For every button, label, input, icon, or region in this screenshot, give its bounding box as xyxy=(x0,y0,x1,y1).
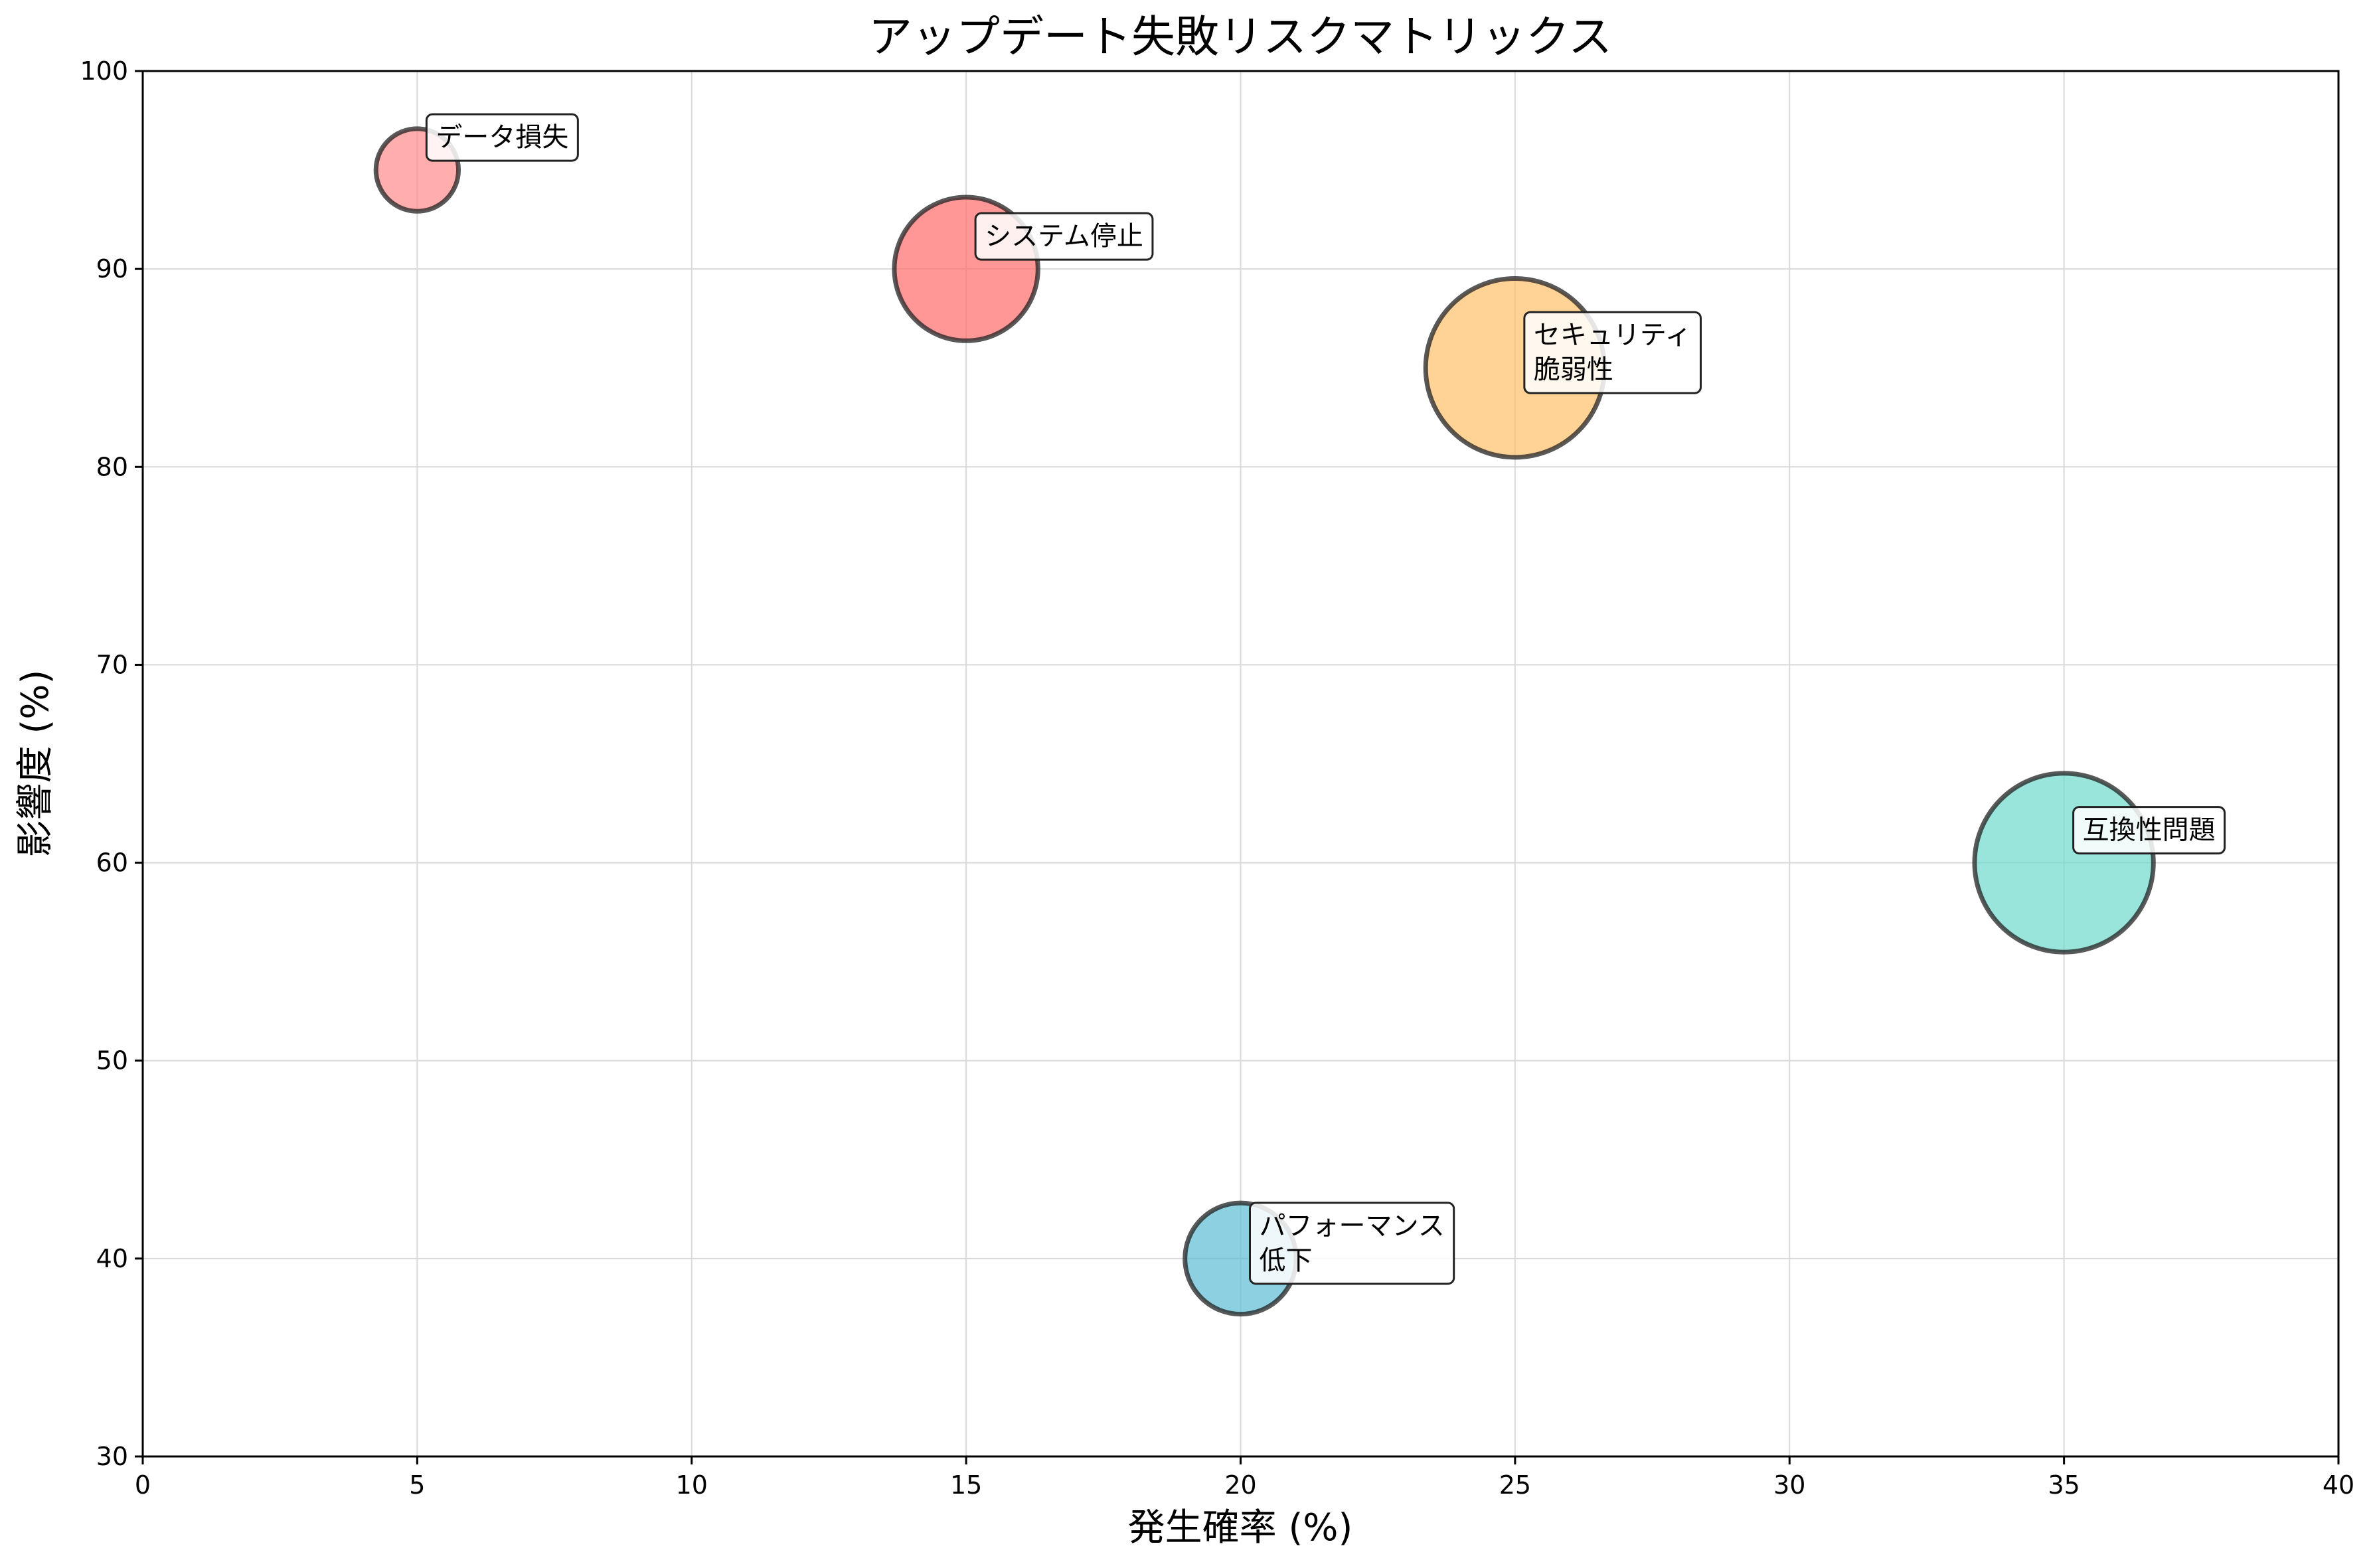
annotation-text: システム停止 xyxy=(985,221,1143,252)
annotation-line: セキュリティ xyxy=(1534,320,1692,351)
y-tick-label: 50 xyxy=(96,1046,128,1075)
annotation-box xyxy=(1249,1202,1455,1285)
bubble-point xyxy=(1972,771,2156,955)
point-annotation: 互換性問題 xyxy=(2072,806,2226,855)
x-tick-label: 15 xyxy=(950,1470,982,1500)
x-axis-label: 発生確率 (%) xyxy=(1128,1506,1353,1549)
tick-layer: 0 5 10 15 20 25 30 35 40 30 40 50 60 70 80 90 100 xyxy=(80,56,2354,1500)
y-tick-label: 100 xyxy=(80,56,128,86)
annotation-text: 互換性問題 xyxy=(2083,815,2216,846)
annotation-box xyxy=(1523,311,1702,394)
y-tick-label: 30 xyxy=(96,1442,128,1471)
y-tick-label: 90 xyxy=(96,254,128,283)
y-tick-label: 40 xyxy=(96,1244,128,1273)
x-tick-label: 35 xyxy=(2048,1470,2080,1500)
x-tick-label: 20 xyxy=(1224,1470,1256,1500)
y-tick-label: 80 xyxy=(96,452,128,481)
annotation-line: 互換性問題 xyxy=(2083,815,2216,846)
annotation-line: システム停止 xyxy=(985,221,1143,252)
annotation-box xyxy=(2072,806,2226,855)
annotation-line: 脆弱性 xyxy=(1534,354,1613,385)
y-tick-label: 60 xyxy=(96,848,128,878)
point-annotation: システム停止 xyxy=(974,212,1154,261)
point-annotation: セキュリティ脆弱性 xyxy=(1523,311,1702,394)
chart-title: アップデート失敗リスクマトリックス xyxy=(868,11,1612,62)
x-tick-label: 40 xyxy=(2323,1470,2354,1500)
annotation-line: データ損失 xyxy=(436,122,568,153)
x-tick-label: 5 xyxy=(409,1470,425,1500)
bubble-layer xyxy=(373,126,2156,1317)
y-axis-label: 影響度 (%) xyxy=(14,670,57,858)
x-tick-label: 10 xyxy=(676,1470,708,1500)
annotation-line: 低下 xyxy=(1260,1245,1313,1276)
annotation-text: パフォーマンス低下 xyxy=(1260,1211,1445,1276)
annotation-box xyxy=(974,212,1154,261)
point-annotation: データ損失 xyxy=(425,113,579,162)
annotation-text: セキュリティ脆弱性 xyxy=(1534,320,1692,385)
x-tick-label: 0 xyxy=(135,1470,151,1500)
x-tick-label: 30 xyxy=(1773,1470,1805,1500)
point-annotation: パフォーマンス低下 xyxy=(1249,1202,1455,1285)
x-tick-label: 25 xyxy=(1499,1470,1531,1500)
annotation-box xyxy=(425,113,579,162)
annotation-line: パフォーマンス xyxy=(1260,1211,1445,1241)
annotation-text: データ損失 xyxy=(436,122,568,153)
y-tick-label: 70 xyxy=(96,650,128,679)
